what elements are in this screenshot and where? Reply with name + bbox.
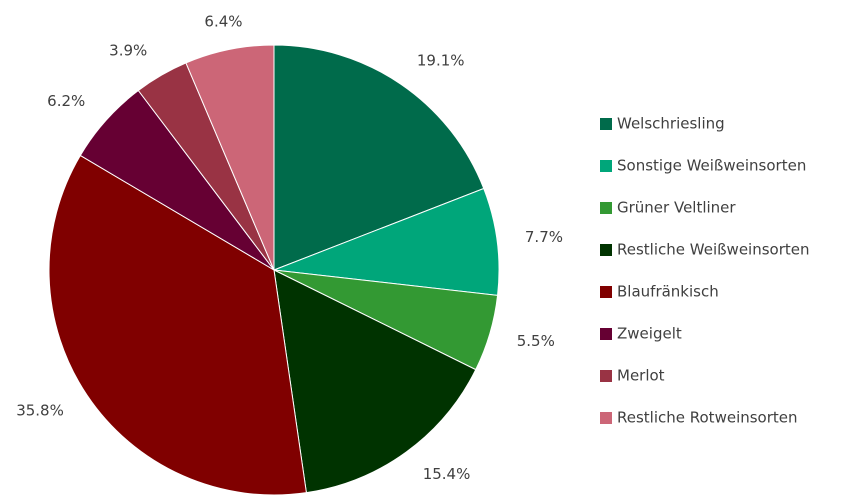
data-label: 6.4% — [204, 13, 242, 31]
pie-slice — [273, 44, 485, 271]
pie-slice — [273, 269, 477, 494]
data-label: 35.8% — [16, 401, 64, 419]
legend-label: Zweigelt — [617, 325, 682, 343]
legend-swatch — [600, 244, 612, 256]
legend-label: Welschriesling — [617, 115, 725, 133]
legend-swatch — [600, 202, 612, 214]
data-label: 3.9% — [109, 42, 147, 60]
data-label: 15.4% — [423, 465, 471, 483]
legend-label: Sonstige Weißweinsorten — [617, 157, 806, 175]
legend-swatch — [600, 370, 612, 382]
legend-label: Restliche Weißweinsorten — [617, 241, 810, 259]
legend-swatch — [600, 286, 612, 298]
legend-label: Grüner Veltliner — [617, 199, 736, 217]
pie-slice — [48, 154, 307, 496]
legend-swatch — [600, 160, 612, 172]
pie-slice — [273, 187, 500, 296]
legend-label: Restliche Rotweinsorten — [617, 409, 798, 427]
data-label: 7.7% — [525, 228, 563, 246]
legend-swatch — [600, 328, 612, 340]
pie-slice — [185, 44, 275, 271]
legend-swatch — [600, 412, 612, 424]
data-label: 5.5% — [517, 332, 555, 350]
data-label: 19.1% — [417, 52, 465, 70]
legend-label: Merlot — [617, 367, 665, 385]
data-label: 6.2% — [47, 92, 85, 110]
legend-swatch — [600, 118, 612, 130]
legend-label: Blaufränkisch — [617, 283, 719, 301]
